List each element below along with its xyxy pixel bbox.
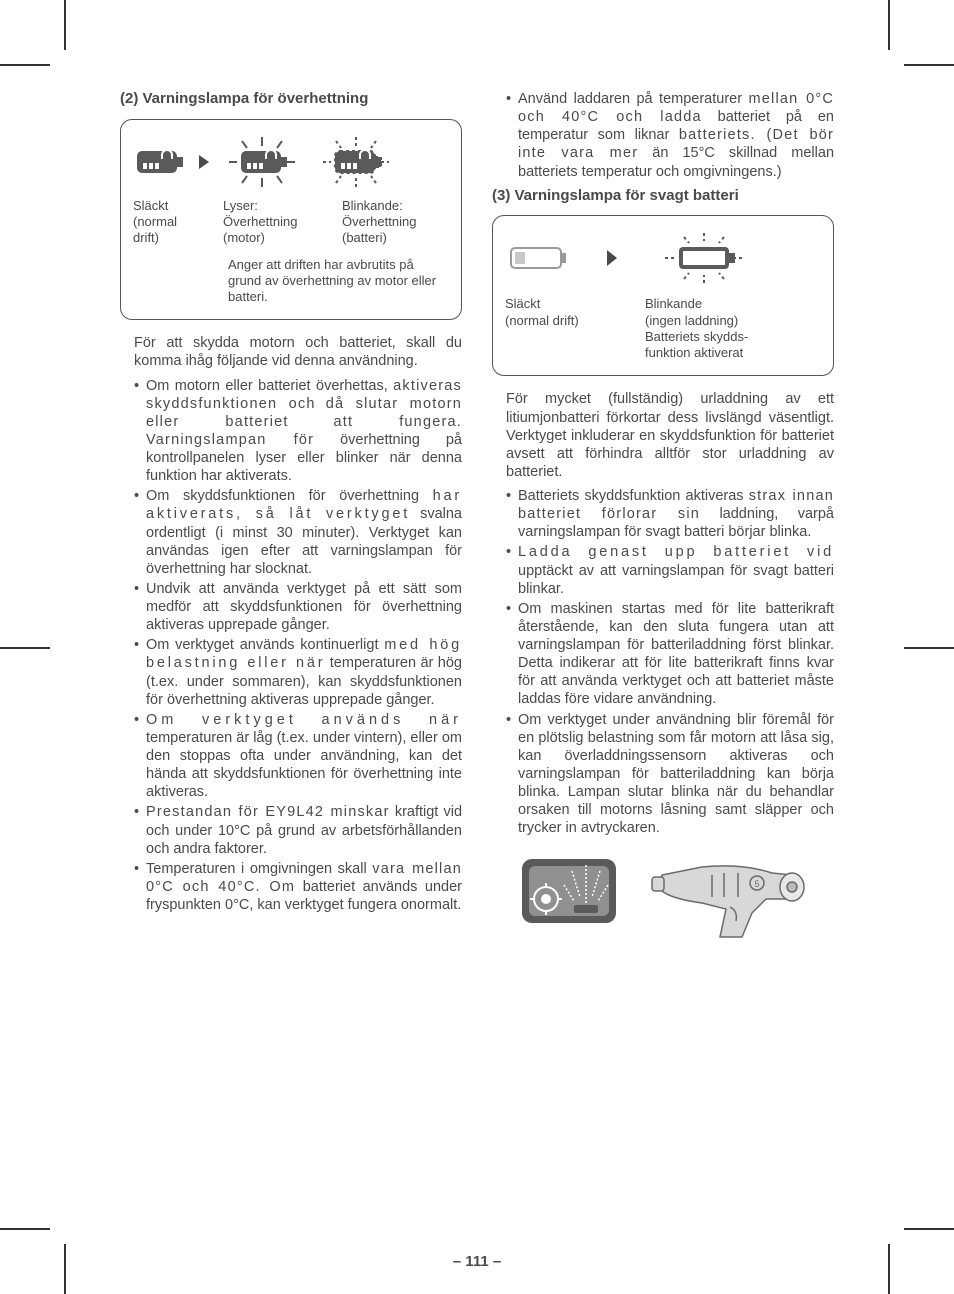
overheat-note: Anger att driften har avbrutits på grund… (228, 257, 449, 306)
drill-illustration: 5 (642, 845, 812, 945)
t: funktion aktiverat (645, 345, 748, 361)
crop-mark (0, 647, 50, 649)
bullet: Om maskinen startas med för lite batteri… (506, 600, 834, 709)
bullet: Om verktyget används när temperaturen är… (134, 711, 462, 802)
left-bullets: Om motorn eller batteriet överhettas, ak… (134, 377, 462, 915)
bullet: Om skyddsfunktionen för överhettning har… (134, 487, 462, 578)
t: (ingen laddning) (645, 313, 748, 329)
lamp-lit-icon (217, 134, 307, 190)
crop-mark (0, 1228, 50, 1230)
crop-mark (0, 64, 50, 66)
illustration-row: 5 (492, 845, 834, 945)
t: Släckt (505, 296, 615, 312)
crop-mark (888, 0, 890, 50)
bullet: Använd laddaren på temperaturer mellan 0… (506, 90, 834, 181)
bullet: Temperaturen i omgivningen skall vara me… (134, 860, 462, 914)
panel-illustration (514, 845, 634, 935)
crop-mark (904, 647, 954, 649)
arrow-icon (603, 240, 621, 276)
overheat-icon-row (133, 134, 449, 190)
t: Överhettning (223, 214, 338, 230)
label-lit: Lyser: Överhettning (motor) (223, 198, 338, 247)
t: Överhettning (342, 214, 449, 230)
lowbatt-indicator-box: Släckt (normal drift) Blinkande (ingen l… (492, 215, 834, 376)
t: (normal drift) (505, 313, 615, 329)
battery-blink-icon (649, 230, 759, 286)
t: Släckt (133, 198, 219, 214)
t: Blinkande (645, 296, 748, 312)
right-intro: För mycket (fullständig) urladdning av e… (506, 390, 834, 481)
right-column: Använd laddaren på temperaturer mellan 0… (492, 90, 834, 1234)
left-intro: För att skydda motorn och batteriet, ska… (134, 334, 462, 370)
bullet: Undvik att använda verktyget på ett sätt… (134, 580, 462, 634)
bullet: Batteriets skyddsfunktion aktiveras stra… (506, 487, 834, 541)
svg-text:5: 5 (754, 879, 759, 889)
crop-mark (904, 1228, 954, 1230)
lowbatt-label-row: Släckt (normal drift) Blinkande (ingen l… (505, 296, 821, 361)
t: Blinkande: (342, 198, 449, 214)
bullet: Om verktyget under användning blir förem… (506, 711, 834, 838)
t: Batteriets skydds- (645, 329, 748, 345)
heading-overheat: (2) Varningslampa för överhettning (120, 90, 462, 109)
page-number: – 111 – (0, 1253, 954, 1270)
t: Lyser: (223, 198, 338, 214)
battery-off-icon (505, 240, 575, 276)
heading-lowbatt: (3) Varningslampa för svagt batteri (492, 187, 834, 206)
arrow-icon (195, 141, 213, 183)
lowbatt-icon-row (505, 230, 821, 286)
label-blink2: Blinkande (ingen laddning) Batteriets sk… (645, 296, 748, 361)
label-blink: Blinkande: Överhettning (batteri) (342, 198, 449, 247)
t: drift) (133, 230, 219, 246)
t: (motor) (223, 230, 338, 246)
t: (normal (133, 214, 219, 230)
label-off2: Släckt (normal drift) (505, 296, 615, 361)
bullet: Prestandan för EY9L42 minskar kraftigt v… (134, 803, 462, 857)
overheat-indicator-box: Släckt (normal drift) Lyser: Överhettnin… (120, 119, 462, 321)
page-content: (2) Varningslampa för överhettning (120, 90, 834, 1234)
bullet: Ladda genast upp batteriet vid upptäckt … (506, 543, 834, 597)
crop-mark (64, 0, 66, 50)
right-top-bullet: Använd laddaren på temperaturer mellan 0… (506, 90, 834, 181)
bullet: Om motorn eller batteriet överhettas, ak… (134, 377, 462, 486)
lamp-blink-icon (311, 134, 401, 190)
right-bullets: Batteriets skyddsfunktion aktiveras stra… (506, 487, 834, 837)
left-column: (2) Varningslampa för överhettning (120, 90, 462, 1234)
t: (batteri) (342, 230, 449, 246)
label-off: Släckt (normal drift) (133, 198, 219, 247)
overheat-label-row: Släckt (normal drift) Lyser: Överhettnin… (133, 198, 449, 247)
crop-mark (904, 64, 954, 66)
bullet: Om verktyget används kontinuerligt med h… (134, 636, 462, 709)
lamp-off-icon (133, 141, 191, 183)
